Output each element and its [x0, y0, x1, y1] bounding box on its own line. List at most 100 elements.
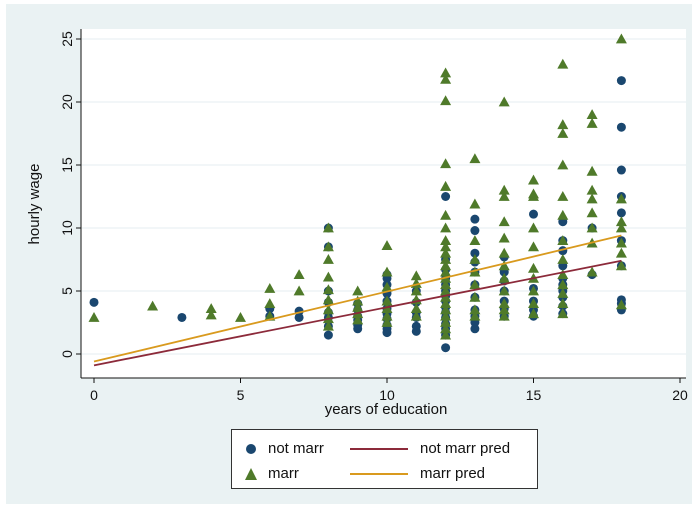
data-point-marr	[498, 260, 510, 271]
x-tick-label: 15	[526, 387, 542, 403]
y-tick-label: 15	[59, 157, 75, 173]
x-tick-label: 10	[379, 387, 395, 403]
data-point-marr	[557, 209, 569, 220]
data-point-marr	[293, 269, 305, 280]
data-point-marr	[469, 153, 481, 164]
data-point-marr	[615, 260, 627, 271]
legend-label-not-marr-pred: not marr pred	[420, 440, 511, 457]
x-tick-label: 20	[672, 387, 688, 403]
data-point-marr	[498, 272, 510, 283]
data-point-marr	[557, 235, 569, 245]
data-point-marr	[469, 198, 481, 209]
data-point-marr	[440, 279, 452, 290]
data-point-marr	[322, 304, 334, 315]
data-point-marr	[440, 235, 452, 245]
legend-label-not-marr: not marr	[268, 440, 324, 457]
legend-item-marr: marr	[244, 465, 299, 482]
data-point-marr	[557, 128, 569, 138]
data-point-marr	[498, 304, 510, 315]
data-point-marr	[469, 304, 481, 315]
data-point-marr	[440, 285, 452, 296]
data-point-marr	[205, 309, 217, 320]
data-point-marr	[352, 295, 364, 306]
x-axis-title: years of education	[325, 401, 448, 418]
y-tick-label: 20	[59, 94, 75, 110]
data-point-marr	[440, 260, 452, 271]
data-point-marr	[528, 285, 539, 296]
data-point-marr	[528, 188, 539, 199]
legend: not marr marr not marr pred marr pred	[231, 429, 538, 489]
legend-label-marr: marr	[268, 465, 299, 482]
data-point-not-marr	[441, 192, 451, 201]
data-point-marr	[557, 308, 569, 319]
data-point-marr	[557, 119, 569, 130]
y-tick-label: 5	[59, 287, 75, 295]
data-point-marr	[322, 254, 334, 264]
data-point-not-marr	[616, 208, 626, 218]
data-point-marr	[352, 314, 364, 325]
data-point-marr	[440, 323, 452, 334]
data-point-marr	[586, 207, 598, 218]
data-point-not-marr	[441, 343, 451, 353]
marr-pred-line	[93, 234, 622, 363]
line-swatch-icon	[350, 447, 408, 450]
data-point-marr	[264, 298, 276, 308]
y-tick-label: 10	[59, 220, 75, 236]
data-point-marr	[498, 285, 510, 296]
data-point-marr	[615, 33, 627, 44]
line-swatch-icon	[350, 472, 408, 475]
data-point-not-marr	[411, 321, 421, 331]
data-point-marr	[410, 310, 422, 321]
data-point-marr	[498, 232, 510, 243]
data-point-marr	[528, 241, 539, 252]
prediction-lines	[93, 234, 622, 367]
data-point-not-marr	[470, 214, 480, 224]
data-point-marr	[293, 285, 305, 296]
data-point-marr	[557, 279, 569, 290]
data-point-marr	[440, 254, 452, 264]
data-point-marr	[322, 320, 334, 331]
x-axis-ticks: 0 5 10 15 20	[90, 378, 688, 403]
data-point-marr	[586, 117, 598, 128]
x-tick-label: 0	[90, 387, 98, 403]
data-point-marr	[440, 158, 452, 169]
data-point-marr	[381, 281, 393, 292]
data-point-not-marr	[616, 165, 626, 175]
data-point-marr	[440, 317, 452, 327]
data-point-marr	[498, 184, 510, 195]
data-point-marr	[615, 222, 627, 233]
legend-label-marr-pred: marr pred	[420, 465, 486, 482]
data-point-marr	[557, 288, 569, 298]
data-point-marr	[440, 304, 452, 315]
data-point-marr	[440, 310, 452, 321]
data-point-marr	[586, 193, 598, 204]
data-point-marr	[557, 298, 569, 308]
data-point-not-marr	[470, 324, 480, 334]
data-point-marr	[469, 291, 481, 302]
data-point-not-marr	[470, 226, 480, 236]
data-point-marr	[264, 282, 276, 293]
triangle-marker-icon	[245, 467, 257, 480]
data-point-marr	[498, 310, 510, 321]
data-point-marr	[322, 241, 334, 252]
data-point-marr	[498, 96, 510, 107]
data-point-marr	[557, 269, 569, 280]
data-point-marr	[322, 271, 334, 282]
data-point-marr	[615, 237, 627, 248]
data-point-marr	[557, 254, 569, 264]
data-point-marr	[322, 284, 334, 295]
data-point-marr	[322, 222, 334, 233]
data-point-marr	[352, 285, 364, 296]
data-point-marr	[469, 310, 481, 321]
data-point-marr	[147, 300, 159, 311]
data-point-marr	[440, 209, 452, 220]
data-point-marr	[528, 174, 539, 185]
data-point-not-marr	[616, 76, 626, 86]
data-point-marr	[557, 191, 569, 201]
data-point-not-marr	[294, 312, 304, 322]
data-point-marr	[440, 95, 452, 106]
data-point-marr	[381, 266, 393, 277]
data-point-marr	[410, 270, 422, 281]
y-tick-label: 0	[59, 350, 75, 358]
